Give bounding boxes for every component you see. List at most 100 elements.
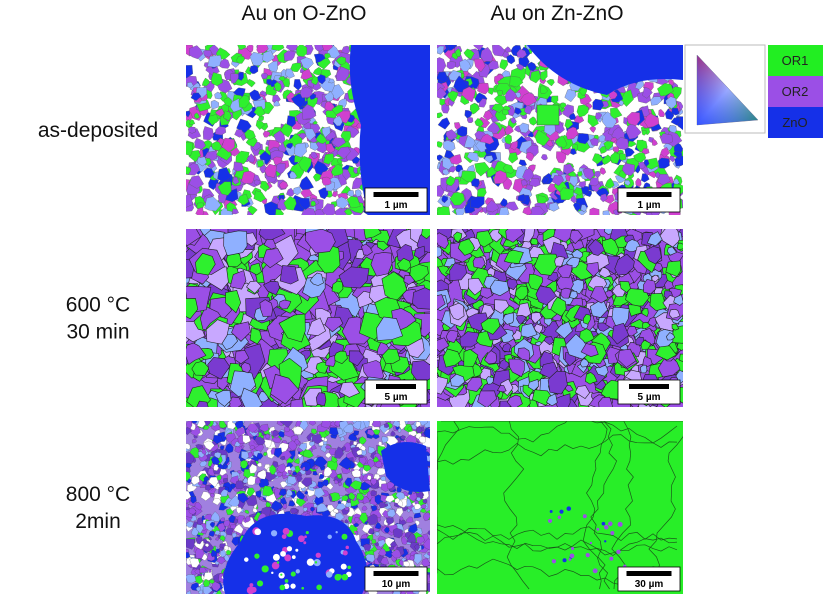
grain [189,45,204,60]
grain [599,167,607,175]
grain [200,491,212,501]
grain [609,556,614,561]
scale-bar [373,192,419,197]
grain [249,65,259,74]
grain [279,481,288,488]
grain [186,166,191,175]
grain [437,256,444,268]
grain [622,163,635,176]
grain [610,530,615,535]
grain [237,45,247,50]
grain [356,449,363,456]
grain [600,193,608,203]
grain [246,153,255,163]
grain [323,466,333,477]
grain [254,528,262,536]
grain [461,170,476,183]
grain [390,548,402,559]
grain [453,75,469,93]
grain [338,98,347,109]
grain [375,522,382,530]
grain [664,280,674,290]
grain [298,132,307,140]
grain [406,516,414,523]
grain [196,421,206,428]
grain [223,97,233,107]
grain [341,533,348,540]
grain [325,143,336,154]
grain [207,357,231,380]
grain [283,426,291,433]
grain [474,118,484,128]
grain [415,425,423,434]
grain [245,134,258,147]
grain [360,243,373,256]
grain [553,229,575,243]
grain [547,370,568,395]
zno-region [381,442,430,492]
grain [225,433,236,443]
grain [546,393,558,407]
grain [275,163,286,174]
grain [503,249,524,264]
grain [324,91,334,103]
grain [414,544,420,551]
grain [218,481,223,485]
grain [219,548,227,558]
grain [383,526,390,534]
grain [278,430,285,438]
grain [215,108,225,117]
grain [422,498,428,504]
grain [235,150,250,165]
grain [202,126,214,141]
grain [601,154,612,165]
grain [252,507,258,513]
grain [474,162,491,177]
grain [303,541,307,545]
grain [520,92,537,106]
grain [292,186,302,196]
grain [315,392,327,407]
grain [628,304,642,317]
grain [236,55,245,64]
grain [340,436,345,442]
grain [194,112,200,119]
grain [277,463,287,474]
grain [336,66,350,81]
grain [666,246,678,256]
grain [259,299,274,317]
grain [504,201,519,211]
grain [313,456,328,469]
grain [186,229,202,247]
grain [301,586,305,590]
grain [397,257,412,272]
grain [393,527,403,539]
grain [211,549,218,558]
grain [218,421,227,429]
grain [333,115,343,127]
grain [292,471,298,476]
scale-bar-label: 5 µm [385,392,408,403]
grain [604,540,607,543]
grain [341,573,349,581]
grain [387,509,396,518]
grain [367,513,378,525]
grain [339,381,361,398]
grain [514,285,529,301]
grain [280,573,283,576]
grain [486,199,500,213]
grain [392,421,401,428]
grain [670,117,681,126]
grain [229,270,247,290]
grain [294,438,300,446]
scale-bar-box [364,379,428,405]
grain [287,469,292,475]
grain [329,427,339,436]
grain [208,531,215,537]
grain [479,287,493,299]
grain [299,175,314,190]
grain [338,266,370,289]
grain [480,318,501,335]
grain [278,180,289,190]
grain [333,508,339,514]
